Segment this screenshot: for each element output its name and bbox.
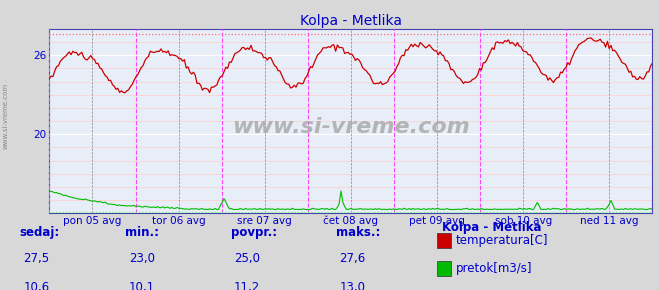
Text: 25,0: 25,0 [234, 252, 260, 265]
Text: sedaj:: sedaj: [20, 226, 60, 239]
Text: 11,2: 11,2 [234, 281, 260, 290]
Text: 27,5: 27,5 [23, 252, 49, 265]
Text: Kolpa - Metlika: Kolpa - Metlika [442, 221, 541, 234]
FancyBboxPatch shape [437, 233, 451, 248]
Text: 13,0: 13,0 [339, 281, 366, 290]
FancyBboxPatch shape [437, 261, 451, 276]
Text: 10,6: 10,6 [23, 281, 49, 290]
Text: temperatura[C]: temperatura[C] [456, 234, 548, 247]
Text: www.si-vreme.com: www.si-vreme.com [232, 117, 470, 137]
Text: min.:: min.: [125, 226, 159, 239]
Text: www.si-vreme.com: www.si-vreme.com [3, 83, 9, 149]
Text: povpr.:: povpr.: [231, 226, 277, 239]
Title: Kolpa - Metlika: Kolpa - Metlika [300, 14, 402, 28]
Text: maks.:: maks.: [336, 226, 380, 239]
Text: 27,6: 27,6 [339, 252, 366, 265]
Text: pretok[m3/s]: pretok[m3/s] [456, 262, 532, 275]
Text: 23,0: 23,0 [129, 252, 155, 265]
Text: 10,1: 10,1 [129, 281, 155, 290]
